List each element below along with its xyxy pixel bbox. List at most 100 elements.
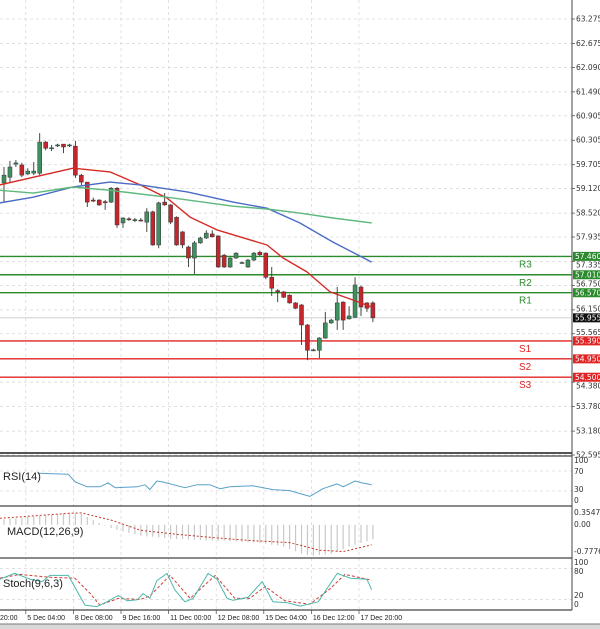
- candle-bearish: [221, 254, 227, 268]
- candle-bullish: [323, 322, 328, 339]
- candle-bearish: [269, 276, 274, 289]
- price-tick-label: 59.705: [576, 160, 600, 169]
- macd-label: MACD(12,26,9): [7, 526, 83, 538]
- main-price-panel: R3 R2 R1 S1 S2 S3: [0, 133, 572, 391]
- candle-bearish: [150, 211, 155, 246]
- axes: 63.275 62.675 62.090 61.490 60.905 60.305 59.7…: [0, 15, 600, 622]
- level-price-value: 56.570: [575, 288, 600, 297]
- current-price-value: 55.955: [575, 314, 600, 323]
- level-price-tag: [573, 354, 600, 364]
- candle-bullish: [67, 144, 72, 147]
- time-tick-label: 15 Dec 04:00: [265, 615, 307, 622]
- rsi-panel: RSI(14): [3, 471, 372, 497]
- price-tick-label: 56.750: [576, 279, 600, 288]
- candle-bearish: [257, 252, 263, 256]
- stoch-tick-label: 100: [574, 558, 589, 567]
- candle-bearish: [43, 141, 48, 149]
- candle-bearish: [174, 216, 179, 246]
- candle-bullish: [239, 262, 245, 264]
- rsi-label: RSI(14): [3, 471, 41, 483]
- price-tick-label: 62.090: [576, 63, 600, 72]
- candle-bullish: [227, 257, 233, 268]
- candle-bullish: [13, 162, 19, 165]
- candle-bearish: [275, 290, 280, 293]
- time-tick-label: 12 Dec 08:00: [218, 615, 260, 622]
- stochastic-panel: Stoch(9,6,3): [0, 572, 373, 608]
- level-price-tag: [573, 288, 600, 298]
- level-label-r1: R1: [519, 296, 532, 307]
- level-price-value: 57.010: [575, 270, 600, 279]
- candle-bullish: [120, 217, 126, 224]
- candle-bearish: [168, 204, 173, 223]
- price-tick-label: 60.305: [576, 136, 600, 145]
- candle-bearish: [263, 252, 269, 278]
- bottom-bar: [0, 624, 600, 629]
- price-tick-label: 60.905: [576, 111, 600, 120]
- rsi-line: [37, 472, 372, 497]
- candle-bearish: [299, 304, 304, 326]
- candle-bullish: [108, 187, 114, 203]
- rsi-tick-label: 0: [574, 496, 579, 505]
- macd-tick-label: 0.00: [574, 520, 591, 529]
- candle-bullish: [251, 252, 257, 261]
- moving-average-line-0: [0, 167, 372, 308]
- candle-bullish: [31, 170, 36, 174]
- candle-bearish: [79, 174, 84, 183]
- level-label-r3: R3: [519, 259, 532, 270]
- time-tick-label: 5 Dec 04:00: [27, 615, 65, 622]
- candle-bearish: [358, 286, 364, 308]
- price-tick-label: 59.120: [576, 184, 600, 193]
- level-label-r2: R2: [519, 278, 532, 289]
- stoch-tick-label: 0: [574, 600, 579, 609]
- candle-bearish: [85, 181, 90, 203]
- level-price-tag: [573, 372, 600, 382]
- candle-bullish: [233, 252, 239, 259]
- price-tick-label: 56.150: [576, 304, 600, 313]
- level-price-tag: [573, 336, 600, 346]
- current-price-tag: [573, 313, 600, 323]
- candle-bullish: [144, 211, 150, 223]
- price-tick-label: 53.180: [576, 427, 600, 436]
- stoch-tick-label: 80: [574, 567, 584, 576]
- price-tick-label: 57.335: [576, 260, 600, 269]
- candle-bearish: [96, 199, 102, 206]
- price-tick-label: 57.935: [576, 233, 600, 242]
- candle-bullish: [204, 232, 209, 239]
- candle-bullish: [156, 202, 161, 246]
- level-label-s1: S1: [519, 344, 532, 355]
- candle-bearish: [340, 301, 346, 321]
- price-tick-label: 58.520: [576, 209, 600, 218]
- level-price-value: 54.500: [575, 373, 600, 382]
- level-price-tag: [573, 270, 600, 280]
- price-tick-label: 52.595: [576, 451, 600, 460]
- candle-bearish: [287, 294, 292, 304]
- candle-bullish: [198, 237, 203, 244]
- candle-bearish: [215, 235, 221, 268]
- stoch-label: Stoch(9,6,3): [3, 578, 63, 590]
- time-tick-label: 8 Dec 08:00: [75, 615, 113, 622]
- candle-bullish: [245, 259, 251, 268]
- candle-bullish: [7, 166, 13, 178]
- time-tick-label: 17 Dec 20:00: [361, 615, 403, 622]
- candle-bearish: [73, 145, 78, 176]
- candle-bearish: [126, 218, 132, 221]
- price-tick-label: 62.675: [576, 39, 600, 48]
- candle-bearish: [114, 187, 120, 226]
- level-price-value: 57.460: [575, 252, 600, 261]
- time-tick-label: 16 Dec 12:00: [313, 615, 355, 622]
- candle-bearish: [180, 231, 185, 246]
- macd-signal-line: [0, 512, 372, 553]
- candle-bearish: [19, 164, 25, 176]
- candle-bullish: [55, 144, 60, 147]
- rsi-tick-label: 70: [574, 467, 584, 476]
- macd-panel: MACD(12,26,9): [0, 512, 374, 556]
- candle-bullish: [192, 242, 197, 259]
- candle-bearish: [91, 199, 96, 202]
- candle-bullish: [1, 174, 7, 184]
- candle-bearish: [210, 233, 215, 238]
- level-label-s3: S3: [519, 380, 532, 391]
- candle-bearish: [162, 201, 167, 206]
- candle-bullish: [37, 141, 42, 174]
